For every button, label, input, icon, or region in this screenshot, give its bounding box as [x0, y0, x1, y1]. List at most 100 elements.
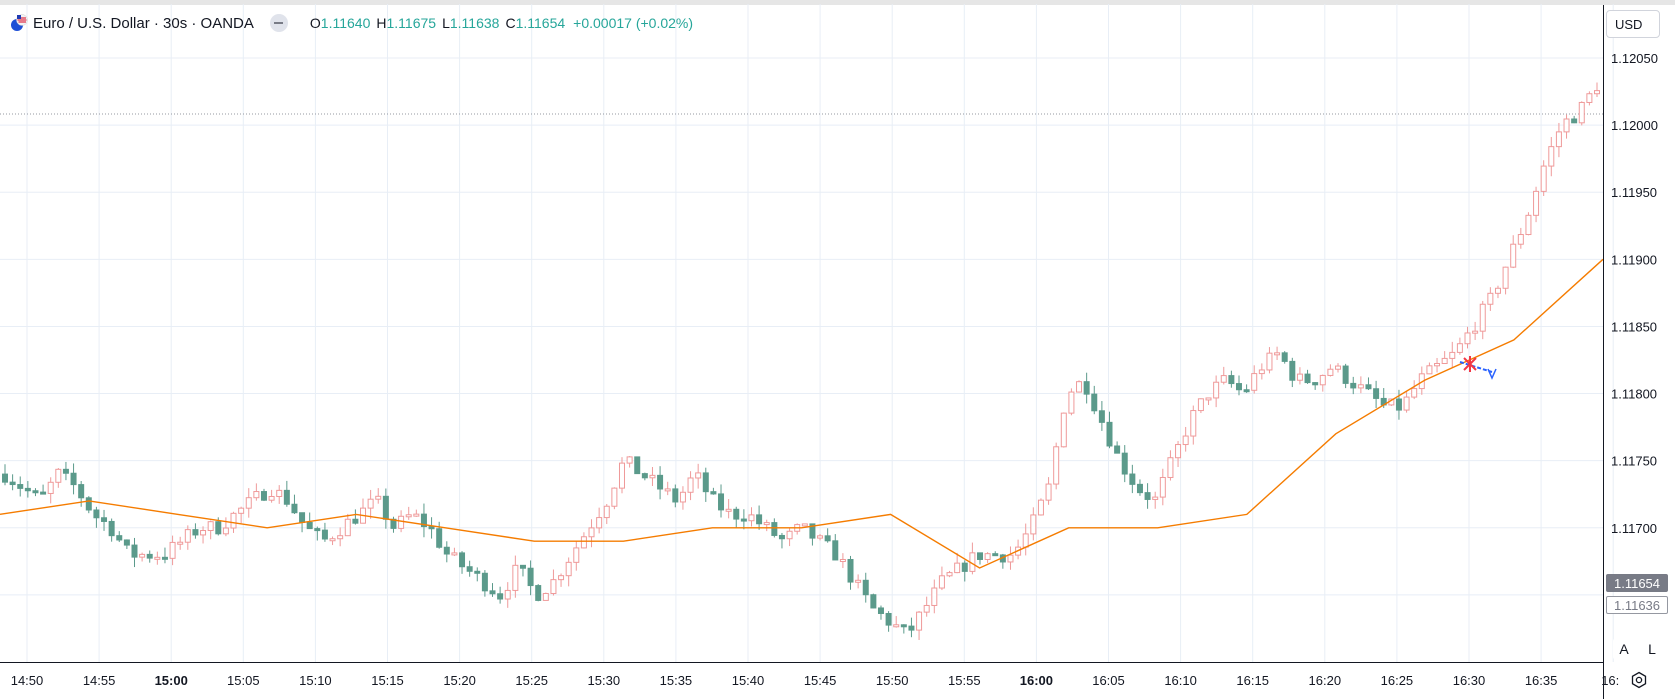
candle-down	[1571, 118, 1578, 124]
candle-up	[253, 491, 260, 499]
candle-up	[154, 556, 161, 560]
open-key: O	[309, 15, 321, 31]
candle-down	[832, 540, 839, 561]
candle-up	[1068, 391, 1075, 414]
candle-down	[1228, 375, 1235, 385]
price-tick-label: 1.11900	[1611, 252, 1657, 267]
candle-down	[641, 473, 648, 479]
candle-down	[519, 564, 526, 569]
currency-selector-button[interactable]: USD	[1606, 10, 1660, 38]
eur-usd-flag-icon	[11, 14, 28, 31]
candle-down	[527, 567, 534, 587]
candle-up	[1487, 292, 1494, 305]
price-tick-label: 1.12050	[1611, 51, 1658, 66]
auto-scale-button[interactable]: A	[1613, 638, 1635, 660]
candle-down	[390, 518, 397, 529]
chart-axes	[0, 5, 1604, 699]
candle-down	[466, 566, 473, 572]
candle-down	[657, 474, 664, 490]
candle-up	[687, 477, 694, 493]
symbol-title[interactable]: Euro / U.S. Dollar · 30s · OANDA	[33, 14, 254, 32]
time-tick-label: 15:15	[371, 673, 404, 688]
candle-down	[9, 481, 16, 486]
candle-down	[161, 556, 168, 560]
candle-up	[893, 624, 900, 628]
candle-up	[1494, 287, 1501, 294]
log-scale-button[interactable]: L	[1641, 638, 1663, 660]
candle-down	[283, 489, 290, 505]
candle-up	[169, 541, 176, 559]
candle-down	[1144, 492, 1151, 500]
candle-down	[474, 570, 481, 574]
time-axis-ticks: 14:50 14:55 15:00 15:05 15:10 15:15 15:20 15:25…	[11, 673, 1620, 688]
cross-marker-icon	[1463, 356, 1477, 372]
candle-up	[1426, 365, 1433, 375]
candle-down	[85, 497, 92, 511]
time-tick-label: 15:35	[660, 673, 693, 688]
candle-down	[1365, 384, 1372, 390]
candle-up	[596, 517, 603, 529]
time-tick-label: 15:40	[732, 673, 765, 688]
candle-down	[1373, 388, 1380, 399]
collapse-legend-button[interactable]	[269, 14, 288, 32]
candle-up	[748, 514, 755, 522]
candle-up	[1167, 457, 1174, 478]
low-value: 1.11638	[449, 15, 500, 31]
candle-up	[1274, 352, 1281, 356]
candle-up	[1190, 410, 1197, 437]
candle-down	[93, 509, 100, 519]
time-tick-label: 16:30	[1453, 673, 1486, 688]
candle-up	[1045, 483, 1052, 501]
candle-down	[2, 473, 8, 483]
candle-up	[1456, 343, 1463, 353]
candle-down	[436, 528, 443, 548]
candle-up	[1510, 243, 1517, 268]
candle-up	[1197, 398, 1204, 412]
candle-up	[375, 495, 382, 500]
candle-up	[398, 515, 405, 529]
candle-up	[1175, 444, 1182, 459]
candle-up	[931, 587, 938, 606]
candle-down	[1312, 382, 1319, 386]
candle-down	[321, 529, 328, 540]
time-tick-label: 16:15	[1236, 673, 1269, 688]
candle-up	[1076, 381, 1083, 393]
candle-up	[801, 523, 808, 527]
candle-down	[1342, 365, 1349, 384]
candle-up	[55, 468, 62, 483]
candle-down	[1083, 381, 1090, 395]
time-tick-label: 15:50	[876, 673, 909, 688]
candle-up	[558, 575, 565, 581]
candle-up	[817, 535, 824, 539]
chart-settings-button[interactable]	[1628, 669, 1650, 691]
candle-up	[245, 497, 252, 509]
candle-down	[192, 529, 199, 536]
candle-up	[1464, 332, 1471, 345]
candle-up	[1586, 93, 1593, 103]
candle-up	[1007, 554, 1014, 563]
candle-up	[177, 541, 184, 545]
candle-up	[1594, 90, 1600, 95]
minus-icon	[274, 22, 284, 24]
candle-down	[108, 520, 115, 537]
candle-up	[649, 474, 656, 479]
candle-up	[1525, 214, 1532, 236]
candle-down	[1304, 373, 1311, 384]
candle-down	[146, 553, 153, 559]
candle-up	[763, 522, 770, 526]
candle-up	[1182, 435, 1189, 446]
candle-up	[1578, 101, 1585, 124]
close-key: C	[505, 15, 516, 31]
candle-up	[1266, 352, 1273, 371]
candle-down	[481, 572, 488, 592]
candle-up	[1357, 384, 1364, 389]
trend-marker-line	[1459, 361, 1493, 373]
candle-down	[634, 456, 641, 475]
candle-up	[230, 512, 237, 529]
candle-down	[123, 539, 130, 546]
candle-down	[1243, 389, 1250, 393]
chart-markers	[1459, 356, 1497, 380]
price-tick-label: 1.11800	[1611, 387, 1657, 402]
candle-down	[1121, 452, 1128, 475]
